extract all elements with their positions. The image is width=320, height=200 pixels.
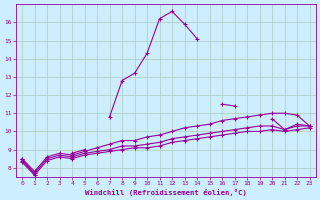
X-axis label: Windchill (Refroidissement éolien,°C): Windchill (Refroidissement éolien,°C): [85, 189, 247, 196]
